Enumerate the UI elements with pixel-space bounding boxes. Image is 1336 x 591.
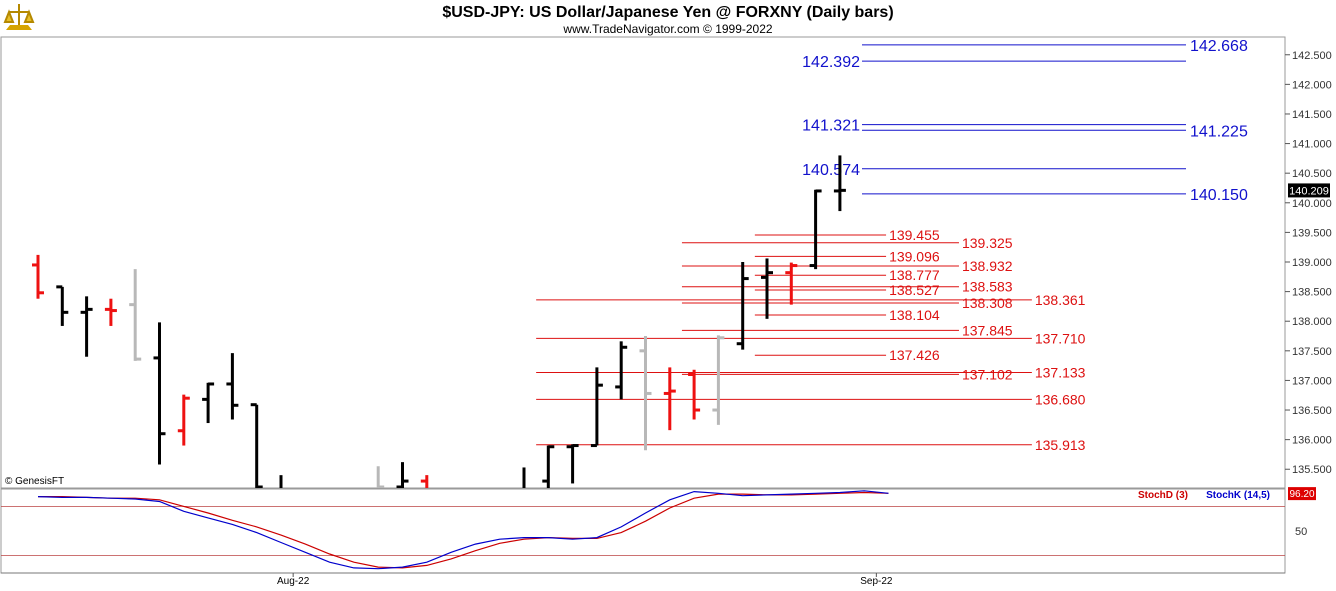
red-level-label: 138.527 [889,282,940,298]
ohlc-bar [104,298,117,326]
ohlc-bar [396,462,409,488]
blue-level-label: 140.574 [802,162,860,179]
blue-level-label: 140.150 [1190,187,1248,204]
price-tick-label: 142.000 [1292,79,1332,91]
ohlc-bar [688,369,701,420]
ohlc-bar [250,403,263,488]
ohlc-bar [522,467,526,488]
ohlc-bar [279,475,283,488]
ohlc-bar [226,353,239,420]
red-level-label: 137.133 [1035,365,1086,381]
ohlc-bar [590,367,603,448]
price-tick-label: 140.000 [1292,198,1332,210]
red-level-label: 137.845 [962,322,1013,338]
price-tick-label: 141.500 [1292,109,1332,121]
ohlc-bar [833,155,846,212]
chart-title: $USD-JPY: US Dollar/Japanese Yen @ FORXN… [442,4,893,21]
ohlc-bar [785,262,798,305]
red-level-label: 139.096 [889,248,940,264]
levels-layer: 142.668 142.392 141.321 141.225 140.574 140.1… [536,38,1248,453]
ohlc-bar [663,367,676,431]
price-tick-label: 139.000 [1292,257,1332,269]
stochd-legend: StochD (3) [1138,490,1188,501]
price-tick-label: 140.500 [1292,168,1332,180]
price-tick-label: 137.500 [1292,346,1332,358]
date-tick-label: Sep-22 [860,576,893,587]
ohlc-bar [761,258,773,319]
date-axis: Aug-22 Sep-22 [277,573,893,587]
ohlc-bar [129,269,142,361]
ohlc-bar [494,499,506,558]
ohlc-bar [469,511,481,570]
red-level-label: 138.308 [962,295,1013,311]
chart-subtitle: www.TradeNavigator.com © 1999-2022 [562,22,772,36]
ohlc-bar [445,505,457,564]
red-level-label: 139.455 [889,227,940,243]
stochk-legend: StochK (14,5) [1206,490,1270,501]
bars-layer [32,155,846,570]
stoch-current-label: 96.20 [1289,489,1314,500]
ohlc-bar [712,335,725,425]
red-level-label: 137.426 [889,347,940,363]
stochk-line [37,490,889,570]
price-axis: 142.500 142.000 141.500 141.000 140.500 140.0… [1285,50,1332,476]
price-tick-label: 141.000 [1292,139,1332,151]
price-tick-label: 136.500 [1292,405,1332,417]
stochd-line [38,491,889,569]
red-level-label: 139.325 [962,235,1013,251]
red-level-label: 137.102 [962,366,1013,382]
price-tick-label: 136.000 [1292,435,1332,447]
ohlc-bar [177,394,190,446]
blue-level-label: 142.392 [802,54,860,71]
ohlc-bar [809,189,822,270]
red-level-label: 138.932 [962,258,1013,274]
price-tick-label: 135.500 [1292,464,1332,476]
current-price-label: 140.209 [1289,185,1329,197]
red-level-label: 138.104 [889,307,940,323]
price-tick-label: 138.500 [1292,287,1332,299]
ohlc-bar [80,296,93,357]
price-tick-label: 139.500 [1292,227,1332,239]
ohlc-bar [56,285,69,326]
blue-level-label: 141.321 [802,118,860,135]
price-panel-frame [0,36,1286,489]
blue-level-label: 141.225 [1190,123,1248,140]
red-level-label: 138.777 [889,267,940,283]
stoch-current-tag [1288,487,1316,501]
price-tick-label: 137.000 [1292,375,1332,387]
red-level-label: 137.710 [1035,330,1086,346]
ohlc-bar [542,445,555,488]
price-tick-label: 142.500 [1292,50,1332,62]
red-level-label: 138.361 [1035,292,1086,308]
ohlc-bar [736,262,749,350]
blue-level-label: 142.668 [1190,38,1248,55]
date-tick-label: Aug-22 [277,576,310,587]
ohlc-bar [153,322,166,465]
ohlc-bar [202,382,215,424]
ohlc-bar [639,336,652,451]
red-level-label: 138.583 [962,279,1013,295]
stoch-layer: 50 96.20 [1,487,1316,570]
ohlc-bar [376,466,385,488]
red-level-label: 136.680 [1035,391,1086,407]
ohlc-bar [420,475,429,488]
ohlc-bar [566,444,579,484]
logo [3,4,35,30]
price-tick-label: 138.000 [1292,316,1332,328]
stoch-tick-label: 50 [1295,526,1307,538]
current-price-tag [1288,183,1330,198]
ohlc-bar [32,254,44,299]
watermark: © GenesisFT [5,476,64,487]
red-level-label: 135.913 [1035,437,1086,453]
stoch-panel-frame [0,488,1286,574]
ohlc-bar [615,341,628,400]
